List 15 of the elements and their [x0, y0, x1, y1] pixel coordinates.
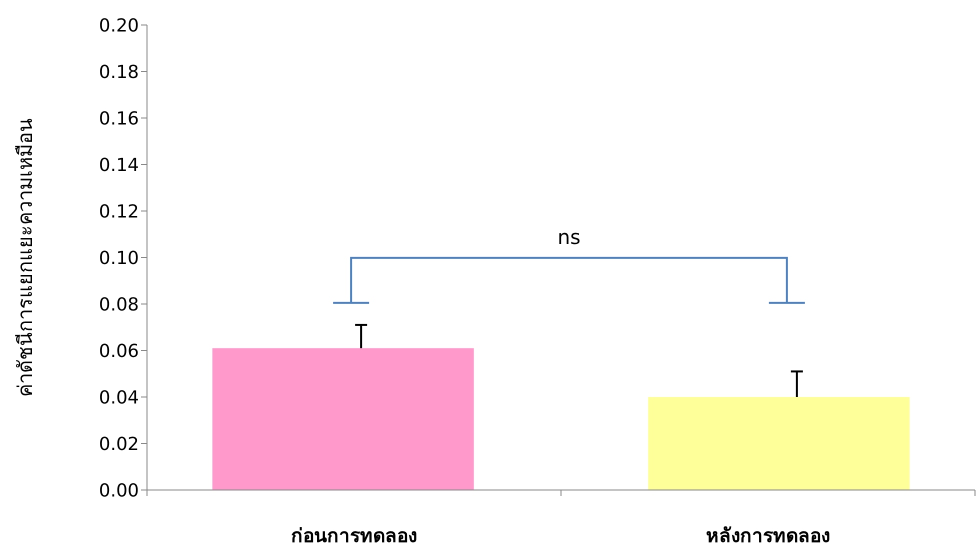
- y-tick-label: 0.10: [98, 248, 139, 269]
- y-tick-label: 0.16: [98, 108, 139, 130]
- y-tick-label: 0.04: [98, 387, 139, 408]
- annotation: ns: [557, 224, 581, 249]
- y-tick-label: 0.06: [98, 340, 139, 362]
- y-tick-label: 0.18: [98, 62, 139, 83]
- y-tick-label: 0.20: [98, 15, 139, 36]
- y-tick-label: 0.14: [98, 154, 139, 176]
- x-tick-label: หลังการทดลอง: [706, 525, 830, 547]
- y-tick-label: 0.08: [98, 294, 139, 316]
- x-tick-label: ก่อนการทดลอง: [291, 525, 417, 547]
- y-tick-label: 0.00: [98, 480, 139, 502]
- y-tick-label: 0.12: [98, 201, 139, 222]
- y-axis-title: ค่าดัชนีการแยกแยะความเหมือน: [13, 118, 37, 397]
- y-tick-label: 0.02: [98, 434, 139, 455]
